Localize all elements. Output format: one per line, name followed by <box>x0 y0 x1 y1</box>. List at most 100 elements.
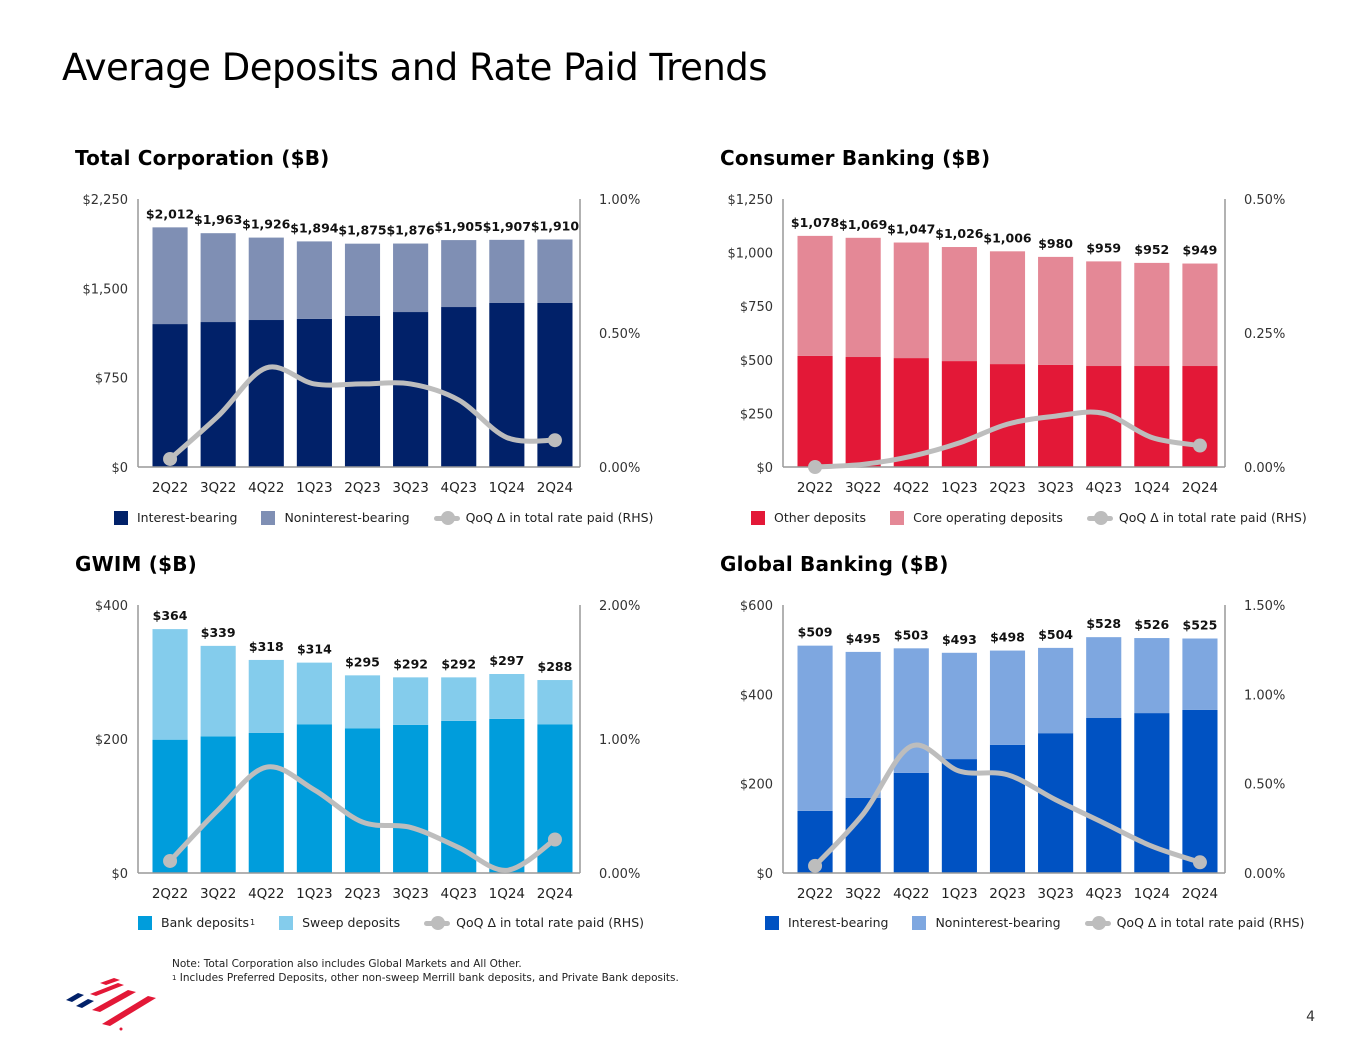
y2-tick-label: 0.00% <box>1244 461 1285 476</box>
y-tick-label: $400 <box>95 599 128 614</box>
chart-svg: $0 $750 $1,500 $2,250 0.00% 0.50% 1.00% $2,012 2… <box>83 193 641 496</box>
legend-label: QoQ Δ in total rate paid (RHS) <box>1116 915 1305 930</box>
bar-bottom-segment <box>797 355 833 467</box>
bar-top-segment <box>1038 256 1074 365</box>
bar-top-segment <box>1038 647 1074 734</box>
bar-top-segment <box>797 235 833 356</box>
bar-bottom-segment <box>1182 709 1218 873</box>
x-tick-label: 2Q24 <box>537 886 573 902</box>
bar-total-label: $1,006 <box>983 230 1032 245</box>
x-tick-label: 2Q23 <box>989 480 1025 496</box>
bar-bottom-segment <box>393 312 429 467</box>
bar-total-label: $288 <box>538 659 573 674</box>
x-tick-label: 2Q23 <box>989 886 1025 902</box>
legend-label: Noninterest-bearing <box>284 510 410 525</box>
y2-tick-label: 0.50% <box>1244 193 1285 208</box>
y2-tick-label: 0.50% <box>599 327 640 342</box>
y-tick-label: $200 <box>740 778 773 793</box>
bar-top-segment <box>1086 637 1122 719</box>
x-tick-label: 3Q22 <box>200 886 236 902</box>
bar-total-label: $1,910 <box>531 218 580 233</box>
x-tick-label: 4Q22 <box>893 480 929 496</box>
bar-bottom-segment <box>845 357 881 467</box>
y2-tick-label: 1.00% <box>1244 688 1285 703</box>
legend-line-marker-icon <box>433 510 460 525</box>
bar-top-segment <box>248 659 284 733</box>
bar-top-segment <box>296 662 332 725</box>
legend-label: Sweep deposits <box>302 915 401 930</box>
y-tick-label: $1,250 <box>728 193 774 208</box>
y-tick-label: $0 <box>111 867 128 882</box>
bar-bottom-segment <box>893 358 929 467</box>
bar-top-segment <box>200 645 236 737</box>
chart-legend: Bank deposits 1 Sweep deposits QoQ Δ in tot… <box>138 915 668 930</box>
legend-label: Other deposits <box>774 510 867 525</box>
legend-swatch <box>114 510 128 525</box>
bar-total-label: $493 <box>942 632 977 647</box>
bar-total-label: $1,069 <box>839 217 887 232</box>
y2-tick-label: 0.50% <box>1244 778 1285 793</box>
y-tick-label: $250 <box>740 407 773 422</box>
x-tick-label: 2Q24 <box>1182 480 1218 496</box>
logo-blue-stripes <box>66 993 94 1008</box>
bar-total-label: $364 <box>153 608 188 623</box>
bar-bottom-segment <box>893 772 929 873</box>
bar-top-segment <box>537 239 573 303</box>
bar-bottom-segment <box>344 315 381 467</box>
chart-title: Global Banking ($B) <box>720 552 949 576</box>
chart-svg: $0 $200 $400 0.00% 1.00% 2.00% $364 2Q22 $339 3Q2… <box>95 599 640 902</box>
bar-top-segment <box>1182 263 1218 367</box>
x-tick-label: 2Q24 <box>1182 886 1218 902</box>
bar-top-segment <box>344 675 381 729</box>
bar-total-label: $509 <box>798 625 833 640</box>
y-tick-label: $600 <box>740 599 773 614</box>
bar-total-label: $1,875 <box>338 223 386 238</box>
x-tick-label: 2Q22 <box>152 480 188 496</box>
x-tick-label: 3Q22 <box>200 480 236 496</box>
legend-line-marker-icon <box>1084 915 1111 930</box>
y-tick-label: $0 <box>111 461 128 476</box>
bar-total-label: $1,963 <box>194 212 242 227</box>
x-tick-label: 2Q22 <box>797 480 833 496</box>
chart-legend: Interest-bearing Noninterest-bearing QoQ Δ… <box>114 510 677 525</box>
legend-swatch <box>751 510 765 525</box>
legend-item: QoQ Δ in total rate paid (RHS) <box>1086 510 1307 525</box>
rate-paid-line <box>812 742 1203 869</box>
bar-bottom-segment <box>152 739 188 873</box>
x-tick-label: 4Q23 <box>1086 886 1122 902</box>
legend-label: Interest-bearing <box>788 915 889 930</box>
legend-item: QoQ Δ in total rate paid (RHS) <box>433 510 653 525</box>
y-tick-label: $500 <box>740 354 773 369</box>
legend-label: Bank deposits <box>161 915 249 930</box>
bar-total-label: $503 <box>894 627 929 642</box>
legend-swatch <box>912 915 927 930</box>
bar-total-label: $292 <box>393 656 428 671</box>
legend-item: Other deposits <box>751 510 866 525</box>
legend-item: Bank deposits 1 <box>138 915 255 930</box>
bar-bottom-segment <box>989 744 1026 873</box>
legend-label: QoQ Δ in total rate paid (RHS) <box>456 915 645 930</box>
x-tick-label: 2Q23 <box>344 886 380 902</box>
bar-total-label: $1,026 <box>935 226 984 241</box>
bar-total-label: $959 <box>1086 240 1121 255</box>
footnote-marker: 1 <box>172 974 177 982</box>
legend-swatch <box>261 510 276 525</box>
bar-total-label: $949 <box>1183 243 1218 258</box>
y-tick-label: $750 <box>95 372 128 387</box>
bar-top-segment <box>941 247 977 362</box>
x-tick-label: 4Q22 <box>248 480 284 496</box>
bar-top-segment <box>152 227 188 325</box>
rate-paid-marker <box>1192 855 1207 870</box>
bar-top-segment <box>893 648 929 773</box>
legend-label: Interest-bearing <box>137 510 238 525</box>
bar-total-label: $1,907 <box>483 219 531 234</box>
y-tick-label: $1,500 <box>83 282 129 297</box>
bar-bottom-segment <box>489 718 525 873</box>
bar-bottom-segment <box>248 320 284 467</box>
legend-item: QoQ Δ in total rate paid (RHS) <box>424 915 644 930</box>
bar-top-segment <box>1134 638 1170 714</box>
bar-bottom-segment <box>152 324 188 467</box>
y2-tick-label: 0.00% <box>599 867 640 882</box>
bar-top-segment <box>296 241 332 319</box>
bar-total-label: $1,894 <box>290 220 339 235</box>
